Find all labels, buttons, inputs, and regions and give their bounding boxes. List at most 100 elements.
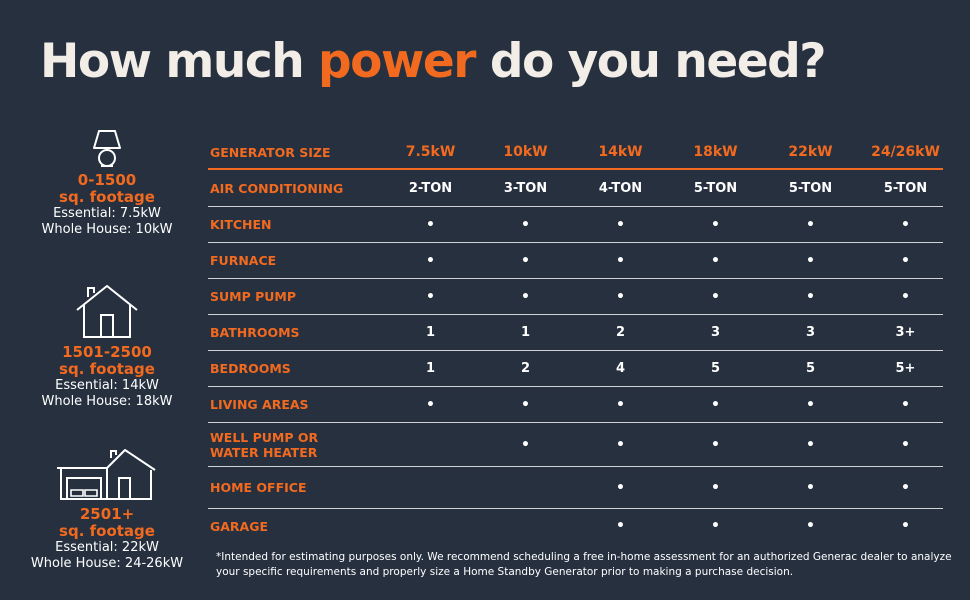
table-row: LIVING AREAS • • • • • • xyxy=(208,387,943,423)
sidebar-whole-house: Whole House: 18kW xyxy=(41,394,173,409)
table-cell: • xyxy=(901,216,910,233)
table-cell: 2-TON xyxy=(408,180,453,196)
table-cell: • xyxy=(521,396,530,413)
table-cell: • xyxy=(426,288,435,305)
table-cell: • xyxy=(711,252,720,269)
sidebar-range: 0-1500 xyxy=(77,171,137,189)
header-size: 10kW xyxy=(503,144,548,160)
row-label: WELL PUMP OR WATER HEATER xyxy=(210,429,319,460)
table-cell: • xyxy=(616,216,625,233)
row-label: AIR CONDITIONING xyxy=(210,180,344,196)
footnote: *Intended for estimating purposes only. … xyxy=(216,551,952,578)
table-cell: • xyxy=(901,396,910,413)
table-cell: • xyxy=(711,288,720,305)
table-row: FURNACE • • • • • • xyxy=(208,243,943,279)
header-size: 14kW xyxy=(598,144,643,160)
header-size: 7.5kW xyxy=(405,144,456,160)
table-cell: 5 xyxy=(805,361,816,376)
table-cell: 4-TON xyxy=(598,180,643,196)
row-label: GARAGE xyxy=(210,518,269,534)
table-cell: • xyxy=(521,288,530,305)
table-cell: • xyxy=(616,436,625,453)
table-cell: 5-TON xyxy=(693,180,738,196)
row-label: HOME OFFICE xyxy=(210,480,307,495)
table-cell: • xyxy=(521,216,530,233)
table-row: KITCHEN • • • • • • xyxy=(208,207,943,243)
table-cell: 5-TON xyxy=(788,180,833,196)
table-cell xyxy=(478,467,573,508)
table-row: BATHROOMS 1 1 2 3 3 3+ xyxy=(208,315,943,351)
row-label: KITCHEN xyxy=(210,217,272,232)
house-icon xyxy=(76,285,138,338)
sidebar-range: 1501-2500 xyxy=(62,343,152,361)
table-cell: • xyxy=(901,252,910,269)
table-cell: • xyxy=(806,518,815,534)
table-cell: • xyxy=(426,252,435,269)
title-part-1: How much xyxy=(40,34,319,89)
table-cell: • xyxy=(711,436,720,453)
lamp-icon xyxy=(93,130,121,167)
table-cell: 5+ xyxy=(895,361,916,376)
table-row: HOME OFFICE • • • • xyxy=(208,467,943,509)
sidebar-unit: sq. footage xyxy=(59,188,155,206)
table-cell: • xyxy=(616,479,625,496)
table-cell: • xyxy=(901,479,910,496)
table-cell xyxy=(478,509,573,543)
table-cell: 1 xyxy=(425,325,436,340)
table-cell: • xyxy=(616,252,625,269)
sidebar-essential: Essential: 14kW xyxy=(55,378,159,393)
row-label: BATHROOMS xyxy=(210,325,300,340)
table-row: WELL PUMP OR WATER HEATER • • • • • xyxy=(208,423,943,467)
header-size: 18kW xyxy=(693,144,738,160)
table-cell: • xyxy=(806,252,815,269)
header-size: 24/26kW xyxy=(871,144,940,160)
table-cell: • xyxy=(901,518,910,534)
table-cell: • xyxy=(711,216,720,233)
table-cell: 5 xyxy=(710,361,721,376)
table-cell: • xyxy=(806,288,815,305)
title-accent: power xyxy=(318,34,476,89)
table-cell: • xyxy=(616,288,625,305)
table-cell xyxy=(383,509,478,543)
table-cell: 1 xyxy=(520,325,531,340)
table-cell: 3+ xyxy=(895,325,916,340)
sidebar-unit: sq. footage xyxy=(59,522,155,540)
table-cell: 3-TON xyxy=(503,180,548,196)
row-label: SUMP PUMP xyxy=(210,289,297,304)
table-cell xyxy=(383,423,478,466)
table-cell: • xyxy=(521,436,530,453)
table-cell: 2 xyxy=(520,361,531,376)
sidebar-whole-house: Whole House: 24-26kW xyxy=(30,556,184,571)
table-cell: • xyxy=(521,252,530,269)
page-title: How much power do you need? xyxy=(40,38,826,85)
table-cell: • xyxy=(426,216,435,233)
power-table: GENERATOR SIZE 7.5kW 10kW 14kW 18kW 22kW… xyxy=(208,136,943,543)
table-cell: • xyxy=(711,518,720,534)
sidebar-essential: Essential: 7.5kW xyxy=(53,206,161,221)
sidebar-tier-medium: 1501-2500 sq. footage Essential: 14kW Wh… xyxy=(18,282,196,410)
table-cell: • xyxy=(806,479,815,496)
row-label: FURNACE xyxy=(210,253,277,268)
table-cell: • xyxy=(616,396,625,413)
sidebar-essential: Essential: 22kW xyxy=(55,540,159,555)
sidebar-unit: sq. footage xyxy=(59,360,155,378)
sidebar-whole-house: Whole House: 10kW xyxy=(41,222,173,237)
table-cell: • xyxy=(901,436,910,453)
house-garage-icon xyxy=(57,449,156,500)
header-label: GENERATOR SIZE xyxy=(210,144,331,160)
table-cell: 5-TON xyxy=(883,180,928,196)
table-cell: • xyxy=(806,436,815,453)
table-row: AIR CONDITIONING 2-TON 3-TON 4-TON 5-TON… xyxy=(208,170,943,207)
title-part-2: do you need? xyxy=(474,34,827,89)
table-cell: • xyxy=(711,396,720,413)
row-label: BEDROOMS xyxy=(210,361,291,376)
header-size: 22kW xyxy=(788,144,833,160)
table-row: SUMP PUMP • • • • • • xyxy=(208,279,943,315)
table-cell: • xyxy=(426,396,435,413)
table-header-row: GENERATOR SIZE 7.5kW 10kW 14kW 18kW 22kW… xyxy=(208,136,943,170)
table-cell: • xyxy=(616,518,625,534)
table-cell: 3 xyxy=(805,325,816,340)
table-cell: 2 xyxy=(615,325,626,340)
sidebar-tier-small: 0-1500 sq. footage Essential: 7.5kW Whol… xyxy=(18,128,196,238)
table-cell: • xyxy=(806,396,815,413)
